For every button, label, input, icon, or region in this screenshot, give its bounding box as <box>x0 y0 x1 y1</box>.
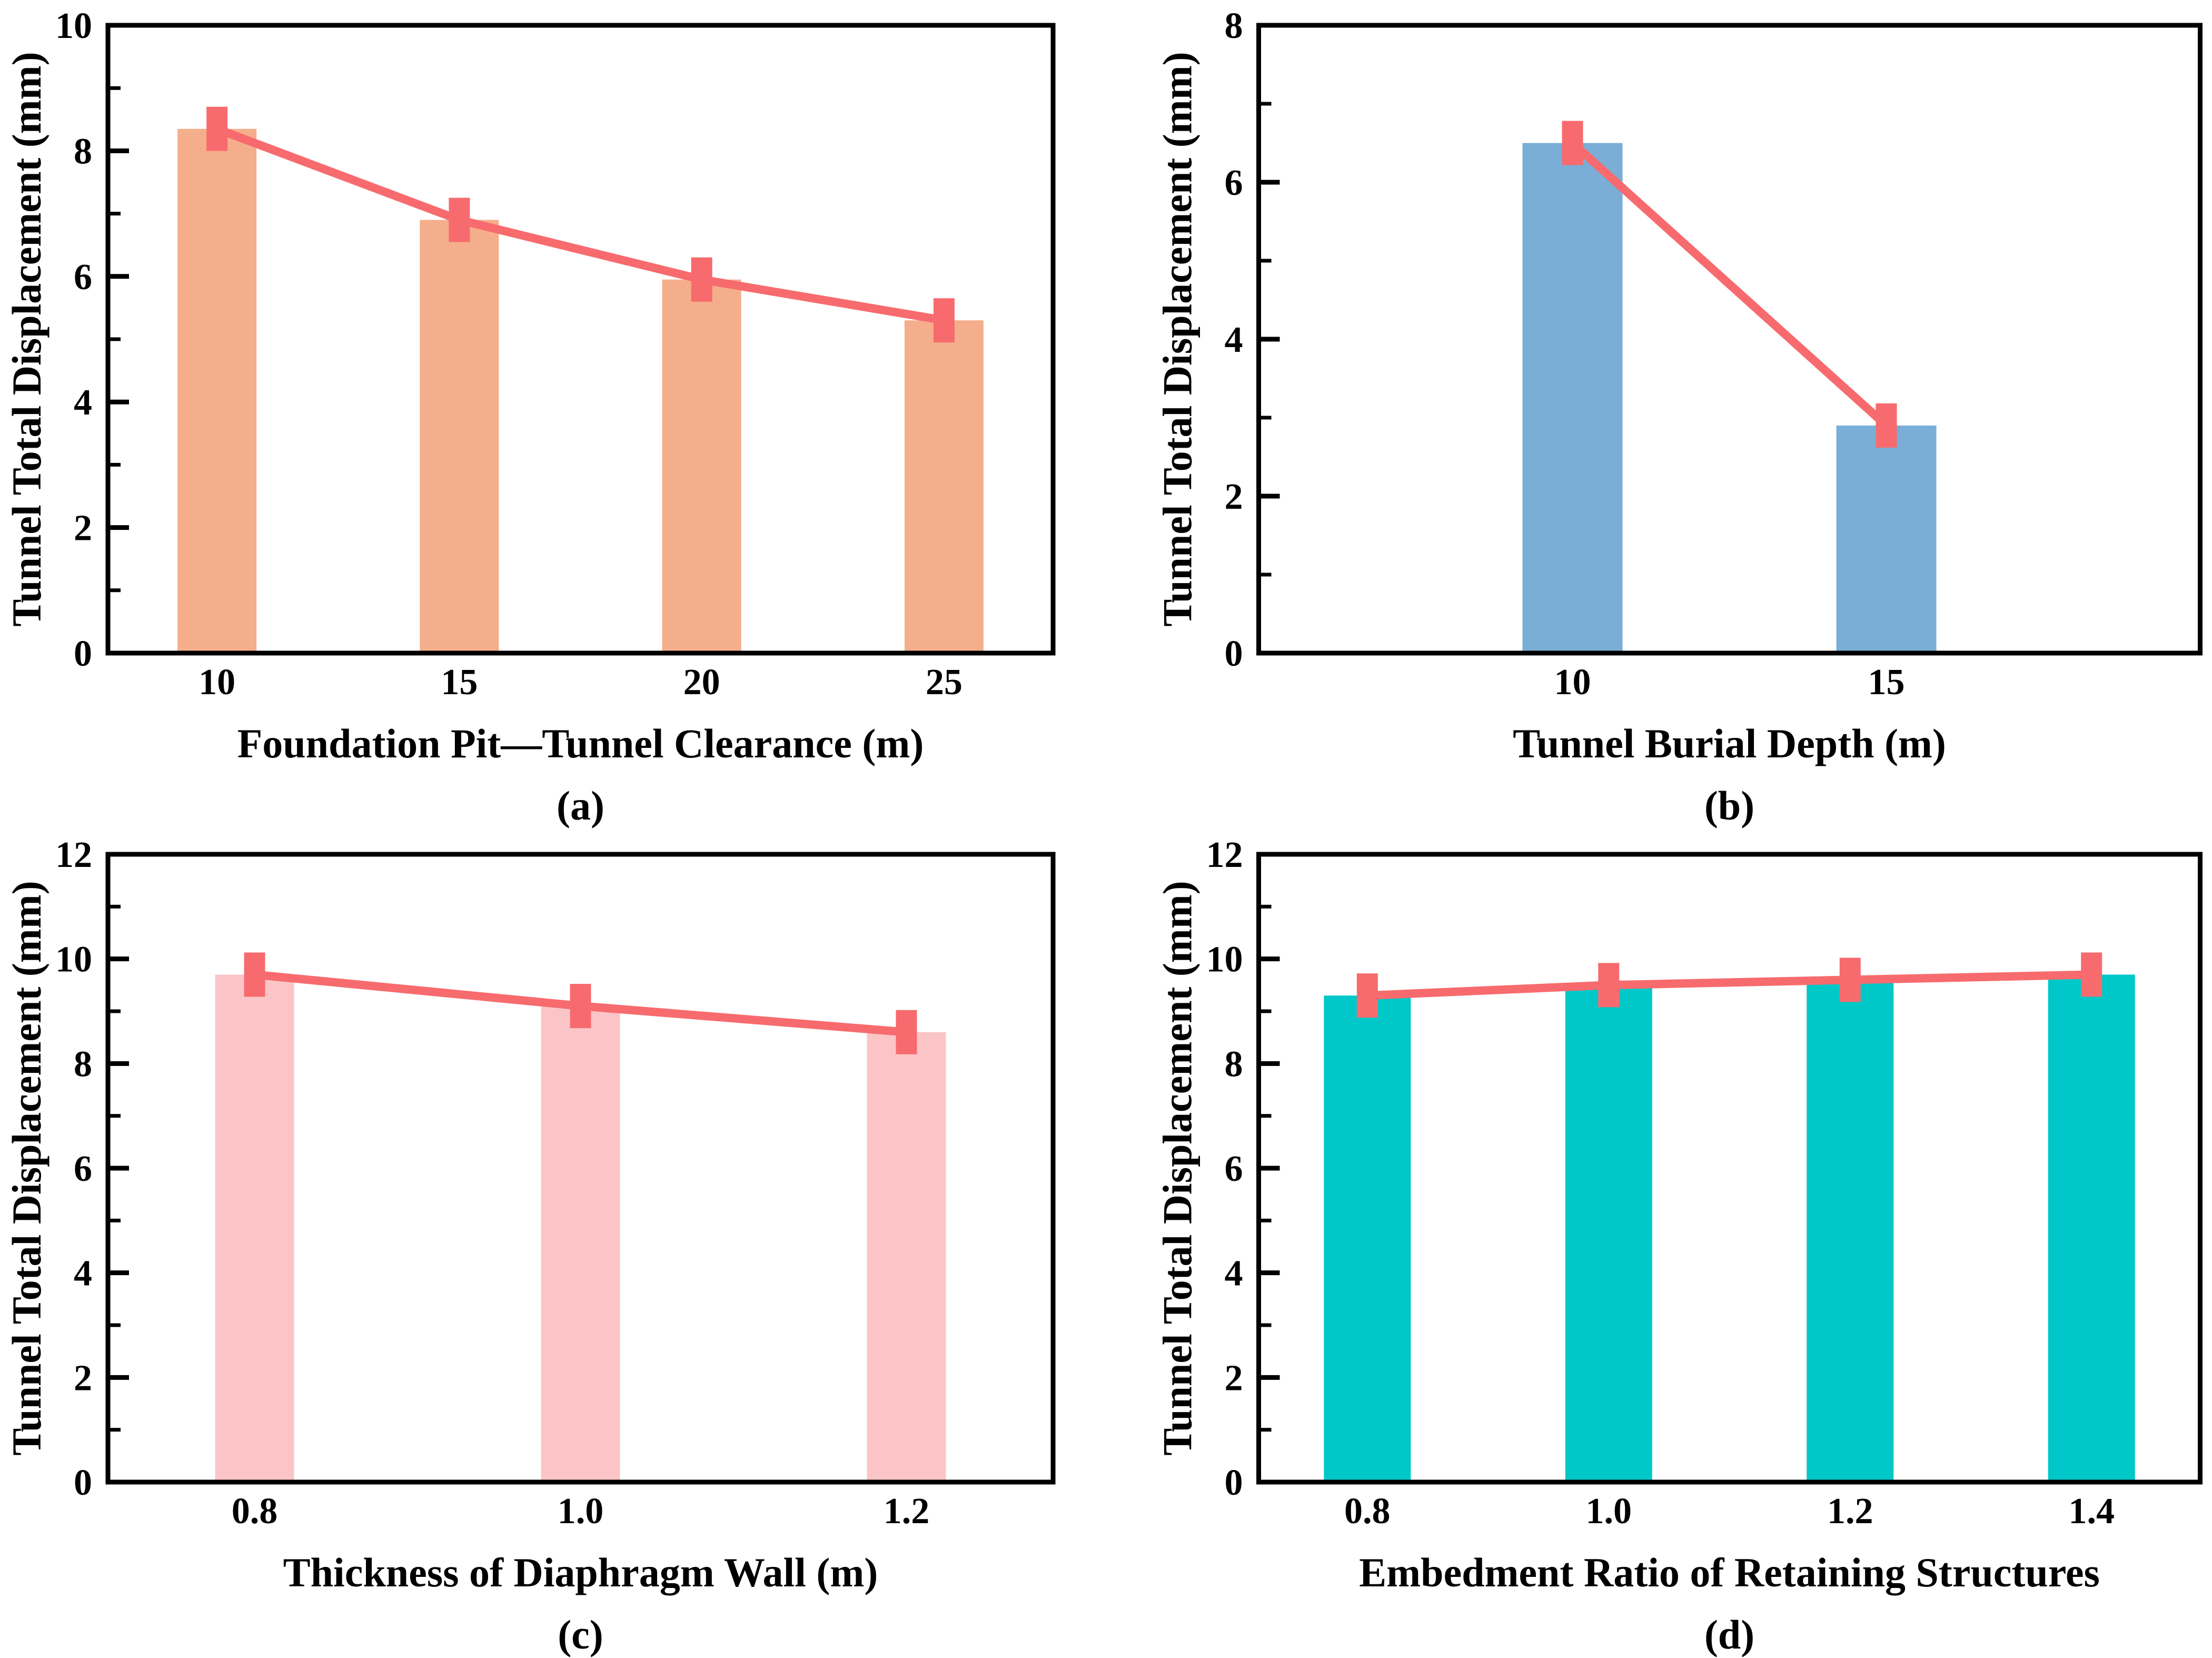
panel-caption: (a) <box>557 783 604 828</box>
bar <box>1324 995 1411 1482</box>
y-tick-label: 8 <box>74 131 92 172</box>
y-tick-label: 0 <box>1225 634 1243 674</box>
x-tick-label: 1.0 <box>1586 1491 1632 1532</box>
bar <box>867 1032 946 1482</box>
data-marker <box>691 257 712 302</box>
data-marker <box>244 952 265 997</box>
x-axis-label: Thickness of Diaphragm Wall (m) <box>283 1550 878 1595</box>
data-line <box>215 125 945 325</box>
data-marker <box>1562 121 1583 165</box>
y-tick-label: 12 <box>1206 835 1243 875</box>
panel-caption: (b) <box>1704 783 1754 828</box>
plot-frame <box>1256 23 2203 656</box>
data-marker <box>206 106 228 151</box>
x-tick-label: 1.4 <box>2068 1491 2115 1532</box>
chart-svg-b: 0 2 4 6 8 10 15 Tunnel Burial Depth (m) Tunnel T… <box>1155 6 2203 828</box>
y-tick-label: 6 <box>74 257 92 298</box>
data-marker <box>570 984 591 1029</box>
y-tick-label: 6 <box>1225 1149 1243 1189</box>
bar <box>662 279 741 653</box>
bar <box>177 129 257 653</box>
y-tick-label: 2 <box>74 508 92 549</box>
chart-panel-c: 0 2 4 6 8 10 12 0.8 1.0 1.2 Thickness of Diaphragm… <box>0 829 1106 1658</box>
x-axis-label: Embedment Ratio of Retaining Structures <box>1359 1550 2100 1595</box>
y-axis-label: Tunnel Total Displacement (mm) <box>4 881 49 1455</box>
x-tick-label: 15 <box>441 662 478 703</box>
x-tick-label: 0.8 <box>1344 1491 1391 1532</box>
y-tick-label: 8 <box>1225 1044 1243 1084</box>
x-tick-label: 1.2 <box>884 1491 930 1532</box>
chart-panel-b: 0 2 4 6 8 10 15 Tunnel Burial Depth (m) Tunnel T… <box>1106 0 2212 829</box>
x-tick-label: 15 <box>1868 662 1905 703</box>
y-tick-label: 10 <box>1206 940 1243 980</box>
data-marker <box>449 198 470 242</box>
bar <box>215 974 294 1482</box>
bar <box>904 320 984 653</box>
bar <box>420 220 499 653</box>
panel-caption: (c) <box>558 1612 603 1657</box>
x-tick-label: 1.0 <box>558 1491 604 1532</box>
y-tick-label: 4 <box>1225 320 1243 360</box>
data-marker <box>2081 952 2102 997</box>
y-tick-label: 10 <box>55 6 92 46</box>
data-marker <box>1876 403 1897 448</box>
y-tick-label: 6 <box>74 1149 92 1189</box>
data-marker <box>933 298 955 343</box>
y-tick-label: 0 <box>74 634 92 674</box>
y-tick-label: 0 <box>1225 1463 1243 1503</box>
x-tick-label: 1.2 <box>1827 1491 1873 1532</box>
y-tick-label: 4 <box>74 382 92 423</box>
y-axis-label: Tunnel Total Displacement (mm) <box>1155 881 1201 1455</box>
y-tick-label: 8 <box>1225 6 1243 46</box>
bar <box>1836 425 1937 653</box>
y-axis-label: Tunnel Total Displacement (mm) <box>1155 52 1201 626</box>
y-tick-label: 12 <box>55 835 92 875</box>
y-tick-label: 4 <box>74 1254 92 1294</box>
data-line <box>1367 970 2092 1000</box>
y-tick-label: 0 <box>74 1463 92 1503</box>
y-tick-label: 10 <box>55 940 92 980</box>
x-tick-label: 10 <box>1554 662 1591 703</box>
panel-caption: (d) <box>1704 1612 1754 1657</box>
bar <box>1807 980 1894 1482</box>
bar <box>2048 974 2135 1482</box>
y-tick-label: 8 <box>74 1044 92 1084</box>
x-axis-label: Foundation Pit—Tunnel Clearance (m) <box>237 721 924 766</box>
chart-svg-d: 0 2 4 6 8 10 12 0.8 1.0 1.2 1.4 Embedment Ratio of … <box>1155 835 2203 1657</box>
x-axis-label: Tunnel Burial Depth (m) <box>1513 721 1946 766</box>
y-tick-label: 2 <box>1225 477 1243 517</box>
x-tick-label: 25 <box>926 662 963 703</box>
chart-panel-d: 0 2 4 6 8 10 12 0.8 1.0 1.2 1.4 Embedment Ratio of … <box>1106 829 2212 1658</box>
bar <box>541 1006 620 1482</box>
x-tick-label: 20 <box>683 662 720 703</box>
bar <box>1565 985 1652 1482</box>
data-marker <box>1356 973 1378 1018</box>
data-marker <box>1839 958 1861 1002</box>
x-tick-label: 10 <box>199 662 235 703</box>
x-tick-label: 0.8 <box>232 1491 278 1532</box>
chart-panel-a: 0 2 4 6 8 10 10 15 20 25 Foundation Pit—Tunnel Cle… <box>0 0 1106 829</box>
data-line <box>1570 140 1889 429</box>
data-marker <box>896 1010 917 1054</box>
data-marker <box>1598 963 1620 1008</box>
y-axis-label: Tunnel Total Displacement (mm) <box>4 52 49 626</box>
y-tick-label: 2 <box>74 1358 92 1398</box>
y-tick-label: 6 <box>1225 163 1243 203</box>
y-tick-label: 4 <box>1225 1254 1243 1294</box>
bar <box>1522 143 1623 653</box>
y-tick-label: 2 <box>1225 1358 1243 1398</box>
